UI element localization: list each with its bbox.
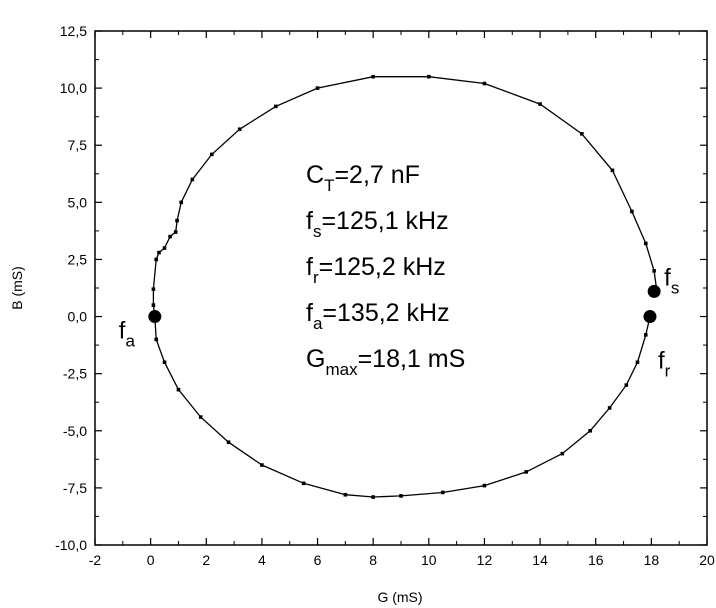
marker-fr xyxy=(643,310,657,324)
marker-label-fs: fs xyxy=(664,264,679,297)
data-point xyxy=(154,257,158,262)
data-point xyxy=(151,287,156,291)
series-line xyxy=(152,76,658,498)
x-axis-title: G (mS) xyxy=(377,589,422,605)
parameter-annotation: CT=2,7 nF fs=125,1 kHz fr=125,2 kHz fa=135,… xyxy=(306,161,465,379)
x-tick-label: 12 xyxy=(477,552,493,568)
data-point xyxy=(624,383,629,387)
plot-frame xyxy=(94,30,708,546)
y-tick-label: -10,0 xyxy=(55,537,87,553)
data-point xyxy=(162,246,167,250)
data-point xyxy=(179,200,184,205)
data-point xyxy=(635,360,640,365)
x-tick-label: 16 xyxy=(588,552,604,568)
data-point xyxy=(162,360,167,365)
data-point xyxy=(427,74,431,79)
data-point xyxy=(607,406,612,410)
annotation-line: fa=135,2 kHz xyxy=(306,299,450,333)
data-point xyxy=(399,494,403,498)
data-point xyxy=(538,102,542,106)
y-tick-label: 0,0 xyxy=(68,309,88,325)
data-point xyxy=(482,81,487,86)
marker-fa xyxy=(148,310,162,324)
x-tick-label: 18 xyxy=(644,552,660,568)
annotation-line: fs=125,1 kHz xyxy=(306,207,449,241)
y-tick-label: -2,5 xyxy=(63,366,87,382)
data-point xyxy=(580,132,584,136)
y-tick-label: -7,5 xyxy=(63,480,87,496)
x-tick-label: -2 xyxy=(89,552,102,568)
data-point xyxy=(198,415,203,419)
marker-fs xyxy=(647,284,661,298)
y-tick-label: -5,0 xyxy=(63,423,87,439)
y-tick-label: 7,5 xyxy=(68,137,88,153)
y-tick-label: 10,0 xyxy=(60,80,87,96)
y-tick-label: 2,5 xyxy=(68,251,88,267)
data-point xyxy=(190,177,195,182)
data-point xyxy=(301,481,306,486)
marker-label-fa: fa xyxy=(119,318,136,351)
axis-ticks xyxy=(94,30,708,546)
data-point xyxy=(168,234,172,239)
data-point xyxy=(237,127,242,132)
y-tick-label: 5,0 xyxy=(68,194,88,210)
data-point xyxy=(343,492,348,497)
x-tick-label: 20 xyxy=(699,552,715,568)
data-point xyxy=(588,428,592,433)
tick-labels: -2 0 2 4 6 8 10 12 14 16 18 20 -10,0 -7,5 -5,0 -2,5 0,0 2… xyxy=(55,23,715,568)
data-point xyxy=(315,86,320,90)
data-point xyxy=(154,337,158,342)
data-point xyxy=(226,440,231,444)
data-series xyxy=(151,74,659,499)
x-tick-label: 8 xyxy=(369,552,377,568)
data-point xyxy=(644,241,648,246)
data-point xyxy=(630,209,634,214)
data-point xyxy=(175,218,179,223)
data-point xyxy=(176,387,181,392)
data-point xyxy=(482,483,487,488)
x-tick-label: 14 xyxy=(532,552,548,568)
data-point xyxy=(560,451,565,456)
resonance-markers: fa fs fr xyxy=(119,264,680,380)
x-tick-label: 2 xyxy=(202,552,210,568)
annotation-line: CT=2,7 nF xyxy=(306,161,420,195)
data-point xyxy=(610,168,615,173)
data-point xyxy=(274,104,278,109)
data-point xyxy=(210,152,214,157)
data-point xyxy=(524,470,528,474)
y-axis-title: B (mS) xyxy=(9,266,25,310)
data-point xyxy=(157,250,161,255)
data-point xyxy=(260,463,264,467)
data-point xyxy=(151,303,156,307)
x-tick-label: 6 xyxy=(314,552,322,568)
x-tick-label: 10 xyxy=(421,552,437,568)
data-point xyxy=(440,490,445,495)
data-point xyxy=(644,333,648,337)
annotation-line: Gmax=18,1 mS xyxy=(306,345,465,379)
data-point xyxy=(173,230,178,234)
x-tick-label: 0 xyxy=(147,552,155,568)
annotation-line: fr=125,2 kHz xyxy=(306,253,446,287)
y-tick-label: 12,5 xyxy=(60,23,87,39)
data-point xyxy=(371,74,375,79)
x-tick-label: 4 xyxy=(258,552,266,568)
marker-label-fr: fr xyxy=(658,348,671,381)
data-point xyxy=(371,495,375,499)
data-point xyxy=(652,269,656,273)
